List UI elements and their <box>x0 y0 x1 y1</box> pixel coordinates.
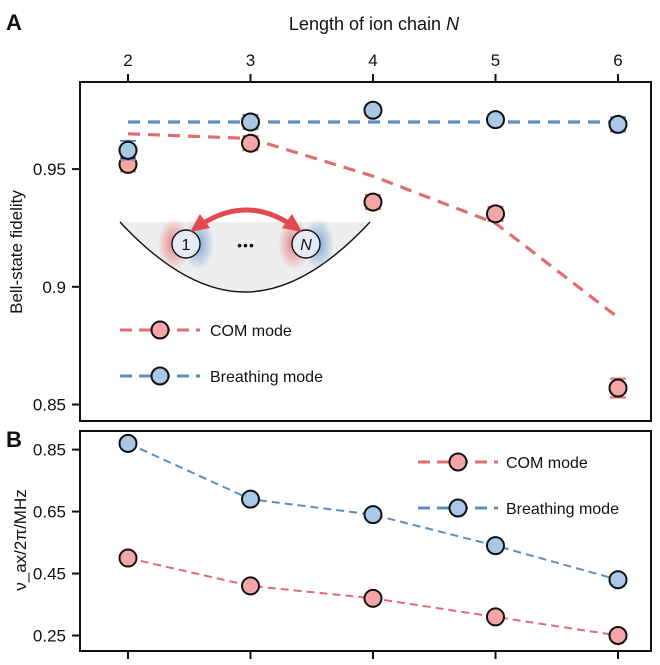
panel-a-frame <box>79 81 652 422</box>
panel-a-top-ticks: 2 3 4 5 6 <box>123 51 623 82</box>
legend-b-breathing-label: Breathing mode <box>506 501 619 518</box>
legend-b-com-label: COM mode <box>506 455 588 472</box>
panel-b-frame <box>79 430 652 652</box>
legend-b-breathing-marker <box>448 498 468 518</box>
top-x-tick-label: 2 <box>123 51 132 70</box>
com-frequency-point <box>608 626 628 646</box>
inset-right-ion-label: N <box>300 237 312 254</box>
breathing-data-point <box>118 140 138 160</box>
inset-arrow-head-right <box>282 214 302 232</box>
breathing-data-point <box>486 110 505 130</box>
top-x-tick-label: 4 <box>368 51 377 70</box>
legend-b-com-marker <box>448 452 468 472</box>
panel-a-y-tick-label: 0.9 <box>42 278 66 297</box>
inset-schematic: 1 N ••• <box>119 207 371 293</box>
panel-b-y-tick-label: 0.85 <box>33 441 66 460</box>
com-frequency-point <box>486 607 505 627</box>
inset-dots: ••• <box>237 237 255 253</box>
legend-a-com-label: COM mode <box>210 323 292 340</box>
top-x-tick-label: 6 <box>613 51 622 70</box>
panel-b-y-ticks: 0.25 0.45 0.65 0.85 <box>33 441 80 646</box>
legend-a-com-marker <box>150 320 170 340</box>
com-data-point <box>608 378 628 398</box>
inset-right-ion <box>291 229 321 259</box>
breathing-data-point <box>241 112 260 132</box>
panel-b-data-points <box>118 433 628 646</box>
inset-left-ion <box>171 229 201 259</box>
panel-a-y-tick-label: 0.95 <box>33 160 66 179</box>
panel-a-trend-lines <box>127 120 619 319</box>
panel-a-data-points <box>118 100 628 399</box>
top-axis-title: Length of ion chain N <box>289 14 460 34</box>
panel-a-y-axis-label: Bell-state fidelity <box>7 190 26 314</box>
panel-b-legend: COM mode Breathing mode <box>418 452 619 518</box>
com-trend-line <box>127 132 619 319</box>
breathing-data-point <box>608 114 628 134</box>
legend-a-breathing-marker <box>150 366 170 386</box>
inset-coupling-arrow <box>200 207 292 227</box>
panel-label-a: A <box>6 10 22 35</box>
com-data-point <box>363 192 383 212</box>
com-frequency-point <box>241 576 260 596</box>
panel-a-legend: COM mode Breathing mode <box>120 320 323 386</box>
breathing-data-point <box>363 100 383 120</box>
breathing-frequency-point <box>118 433 138 453</box>
com-frequency-point <box>118 548 138 568</box>
top-x-tick-label: 3 <box>246 51 255 70</box>
legend-a-breathing-label: Breathing mode <box>210 369 323 386</box>
panel-b-bottom-ticks <box>127 651 619 659</box>
panel-b-y-tick-label: 0.65 <box>33 503 66 522</box>
top-x-tick-label: 5 <box>491 51 500 70</box>
panel-a-y-ticks: 0.85 0.9 0.95 <box>33 160 80 415</box>
top-axis-title-text: Length of ion chain <box>289 14 441 34</box>
top-axis-title-var: N <box>446 14 460 34</box>
breathing-frequency-point <box>241 489 260 509</box>
panel-a-y-tick-label: 0.85 <box>33 396 66 415</box>
com-frequency-point <box>363 588 383 608</box>
com-data-point <box>241 133 260 153</box>
panel-b-y-axis-label: ν_ax/2π/MHz <box>11 489 30 590</box>
panel-b-y-tick-label: 0.45 <box>33 565 66 584</box>
panel-label-b: B <box>6 427 22 452</box>
inset-left-ion-label: 1 <box>182 237 191 254</box>
breathing-frequency-point <box>608 570 628 590</box>
breathing-frequency-point <box>363 505 383 525</box>
inset-arrow-head-left <box>190 214 210 232</box>
com-data-point <box>486 204 505 224</box>
breathing-frequency-point <box>486 536 505 556</box>
panel-b-y-tick-label: 0.25 <box>33 627 66 646</box>
